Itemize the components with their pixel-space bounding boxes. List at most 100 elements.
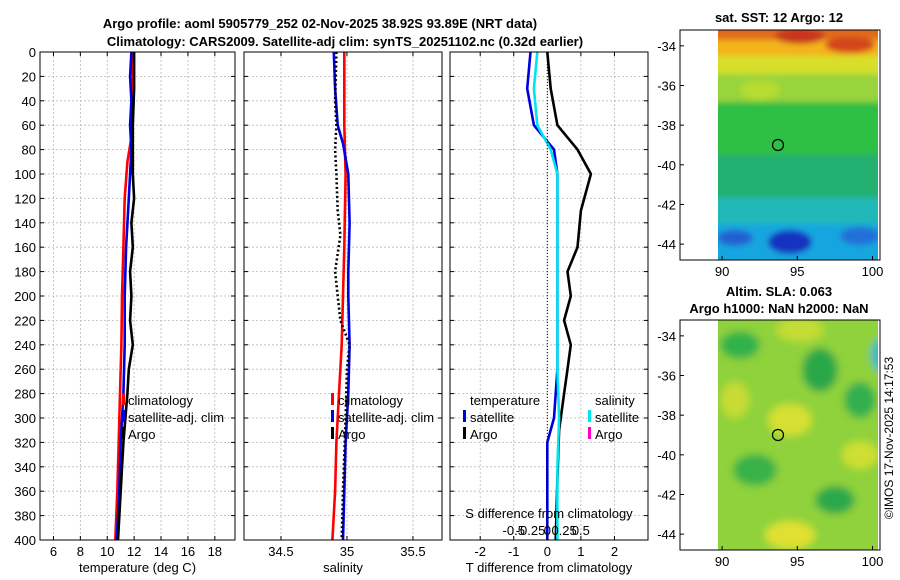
sst-warm-patch (740, 80, 780, 100)
legend-label-argo: Argo (338, 427, 365, 442)
x-tick-label: 18 (208, 544, 222, 559)
sla-low-patch (844, 382, 876, 418)
y-tick-label: 400 (14, 533, 36, 548)
series-line-satellite-adj-clim (115, 51, 133, 541)
legend-label-climatology: climatology (128, 393, 194, 408)
series-line-temperature-argo (546, 51, 593, 541)
imos-watermark: ©IMOS 17-Nov-2025 14:17:53 (882, 357, 896, 520)
legend-label-salinity-argo: Argo (595, 427, 622, 442)
sst-band-lightgreen (718, 74, 878, 104)
sst-warm-patch (825, 37, 875, 53)
series-line-argo (116, 52, 136, 541)
y-tick-label: 380 (14, 509, 36, 524)
sst-cold-patch (718, 230, 753, 246)
y-tick-label: 80 (22, 143, 36, 158)
map-y-tick-label: -38 (657, 408, 676, 423)
legend-swatch-temperature-satellite (463, 410, 466, 422)
legend-label-temperature-argo: Argo (470, 427, 497, 442)
sla-argo-location-marker (771, 428, 785, 442)
sla-low-patch (815, 486, 855, 514)
sst-band-cyan (718, 198, 878, 226)
x-tick-label: 1 (577, 544, 584, 559)
map-y-tick-label: -44 (657, 527, 676, 542)
sla-map-title: Altim. SLA: 0.063 (726, 284, 832, 299)
map-y-tick-label: -44 (657, 237, 676, 252)
y-tick-label: 40 (22, 94, 36, 109)
sst-band-yellow (718, 56, 878, 76)
s-tick-label: -0.5 (503, 523, 525, 538)
sla-high-patch (842, 441, 878, 469)
y-tick-label: 160 (14, 240, 36, 255)
legend-swatch-climatology (331, 393, 334, 405)
sla-high-patch (721, 382, 749, 418)
sla-map-axes: -34 -36 -38 -40 -42 -44 90 95 100 (657, 329, 883, 569)
map-y-tick-label: -34 (657, 329, 676, 344)
sla-heatmap (679, 319, 881, 551)
legend-title-temperature: temperature (470, 393, 540, 408)
y-tick-label: 20 (22, 69, 36, 84)
sla-low-patch (802, 348, 838, 392)
sst-map-border (679, 29, 881, 261)
x-tick-label: -2 (474, 544, 486, 559)
legend-swatch-satellite (331, 410, 334, 422)
sst-blank-area (680, 30, 718, 260)
map-x-tick-label: 95 (790, 554, 804, 569)
map-y-tick-label: -36 (657, 369, 676, 384)
map-x-tick-label: 100 (862, 264, 884, 279)
temperature-legend: climatology satellite-adj. clim Argo (122, 393, 224, 442)
map-y-tick-label: -38 (657, 118, 676, 133)
x-tick-label: 16 (181, 544, 195, 559)
map-y-tick-label: -40 (657, 448, 676, 463)
salinity-legend: climatology satellite-adj. clim Argo (331, 393, 434, 442)
temperature-panel: 6 8 10 12 14 16 180204060801001201401601802002… (14, 45, 236, 575)
x-tick-label: 2 (611, 544, 618, 559)
y-tick-label: 180 (14, 265, 36, 280)
s-tick-label: 0.5 (572, 523, 590, 538)
s-tick-label: -0.25 (516, 523, 546, 538)
map-x-tick-label: 95 (790, 264, 804, 279)
sla-blank-area (680, 320, 718, 550)
series-line-salinity-satellite (532, 51, 561, 540)
x-tick-label: 12 (127, 544, 141, 559)
s-tick-label: 0.25 (551, 523, 576, 538)
map-y-tick-label: -42 (657, 197, 676, 212)
x-tick-label: 34.5 (268, 544, 293, 559)
y-tick-label: 140 (14, 216, 36, 231)
sst-cold-patch (768, 230, 812, 254)
map-x-tick-label: 90 (715, 264, 729, 279)
y-tick-label: 0 (29, 45, 36, 60)
legend-swatch-salinity-satellite (588, 410, 591, 422)
y-tick-label: 280 (14, 387, 36, 402)
x-axis-label: T difference from climatology (466, 560, 633, 575)
x-tick-label: 10 (100, 544, 114, 559)
sst-warm-patch (775, 30, 825, 44)
figure-title-line1: Argo profile: aoml 5905779_252 02-Nov-20… (103, 16, 537, 31)
difference-top-xlabel: S difference from climatology (465, 506, 633, 521)
sst-map-axes: -34 -36 -38 -40 -42 -44 90 95 100 (657, 39, 883, 279)
y-tick-label: 60 (22, 118, 36, 133)
legend-label-satellite: satellite-adj. clim (128, 410, 224, 425)
y-tick-label: 120 (14, 191, 36, 206)
sla-high-patch (776, 320, 824, 342)
sst-heatmap (679, 29, 881, 261)
s-tick-label: 0 (544, 523, 551, 538)
legend-swatch-salinity-argo (588, 427, 591, 439)
y-tick-label: 220 (14, 313, 36, 328)
sst-map-title: sat. SST: 12 Argo: 12 (715, 10, 843, 25)
y-tick-label: 260 (14, 362, 36, 377)
sst-band-teal (718, 155, 878, 200)
difference-legend: temperature satellite Argo salinity sate… (463, 393, 639, 442)
sst-argo-location-marker (771, 138, 785, 152)
legend-swatch-climatology (122, 393, 125, 405)
sla-low-patch (720, 331, 760, 359)
y-tick-label: 200 (14, 289, 36, 304)
sla-high-patch (765, 521, 815, 549)
x-tick-label: 0 (544, 544, 551, 559)
figure-title-line2: Climatology: CARS2009. Satellite-adj cli… (107, 34, 583, 49)
map-y-tick-label: -34 (657, 39, 676, 54)
x-tick-label: 14 (154, 544, 168, 559)
x-tick-label: 35.5 (400, 544, 425, 559)
sst-band-green (718, 102, 878, 157)
difference-panel: -2 -1 0 1 2-0.5-0.250 0.250.5T difference fro… (449, 51, 649, 575)
